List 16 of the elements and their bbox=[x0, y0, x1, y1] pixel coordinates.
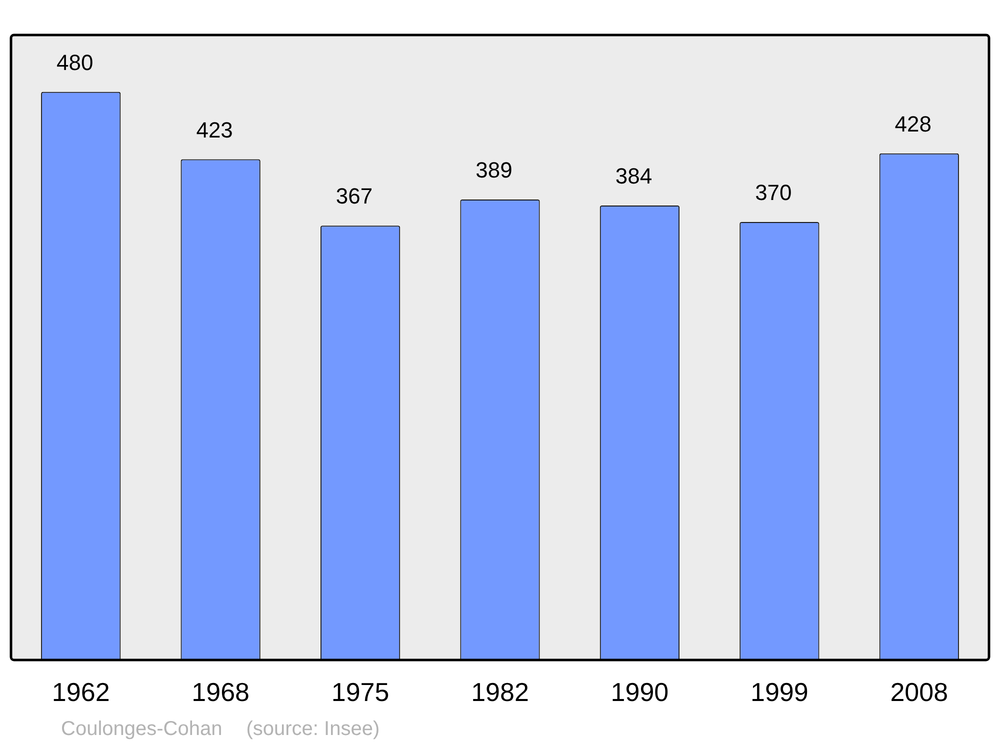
data-label: 423 bbox=[196, 117, 233, 142]
text: (source: Insee) bbox=[246, 718, 380, 740]
x-tick-label: 1982 bbox=[471, 676, 529, 707]
x-tick-label: 1962 bbox=[52, 676, 110, 707]
x-tick-label: 1968 bbox=[192, 676, 250, 707]
data-label: 370 bbox=[755, 180, 792, 206]
x-tick-label: 1999 bbox=[750, 676, 808, 707]
x-tick-label: 1975 bbox=[331, 676, 390, 707]
data-label: 480 bbox=[56, 50, 94, 75]
data-label: 428 bbox=[894, 111, 932, 136]
x-tick-label: 1990 bbox=[610, 676, 669, 707]
data-label: 389 bbox=[476, 158, 512, 183]
x-tick-label: 2008 bbox=[890, 676, 948, 707]
data-label: 367 bbox=[336, 184, 373, 209]
data-label: 384 bbox=[615, 164, 652, 189]
text: Coulonges-Cohan bbox=[61, 718, 222, 740]
